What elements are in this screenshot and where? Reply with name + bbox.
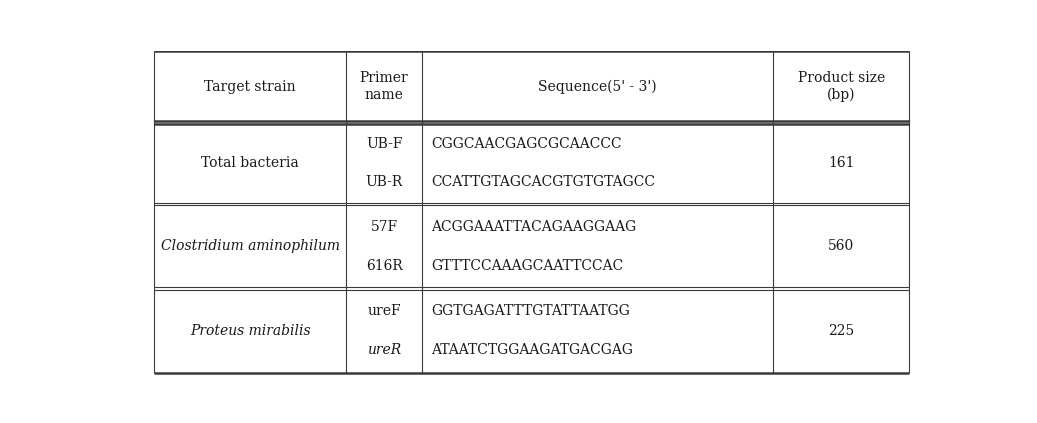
Text: CGGCAACGAGCGCAACCC: CGGCAACGAGCGCAACCC: [431, 137, 622, 151]
Text: ACGGAAATTACAGAAGGAAG: ACGGAAATTACAGAAGGAAG: [431, 220, 637, 234]
Text: Sequence(5' - 3'): Sequence(5' - 3'): [538, 80, 656, 94]
Text: 616R: 616R: [366, 258, 402, 273]
Text: 57F: 57F: [370, 220, 398, 234]
Text: 560: 560: [829, 239, 854, 253]
Text: Target strain: Target strain: [204, 80, 296, 93]
Text: CCATTGTAGCACGTGTGTAGCC: CCATTGTAGCACGTGTGTAGCC: [431, 175, 655, 189]
Text: ureF: ureF: [367, 305, 401, 319]
Text: Proteus mirabilis: Proteus mirabilis: [190, 324, 310, 338]
Text: 161: 161: [828, 156, 854, 170]
Text: GTTTCCAAAGCAATTCCAC: GTTTCCAAAGCAATTCCAC: [431, 258, 624, 273]
Text: Clostridium aminophilum: Clostridium aminophilum: [161, 239, 339, 253]
Text: Total bacteria: Total bacteria: [201, 156, 299, 170]
Text: UB-F: UB-F: [366, 137, 402, 151]
Text: ATAATCTGGAAGATGACGAG: ATAATCTGGAAGATGACGAG: [431, 343, 634, 357]
Text: Primer
name: Primer name: [360, 71, 409, 102]
Text: UB-R: UB-R: [365, 175, 402, 189]
Text: Product size
(bp): Product size (bp): [797, 71, 885, 102]
Text: GGTGAGATTTGTATTAATGG: GGTGAGATTTGTATTAATGG: [431, 305, 630, 319]
Text: 225: 225: [829, 324, 854, 338]
Text: ureR: ureR: [367, 343, 401, 357]
